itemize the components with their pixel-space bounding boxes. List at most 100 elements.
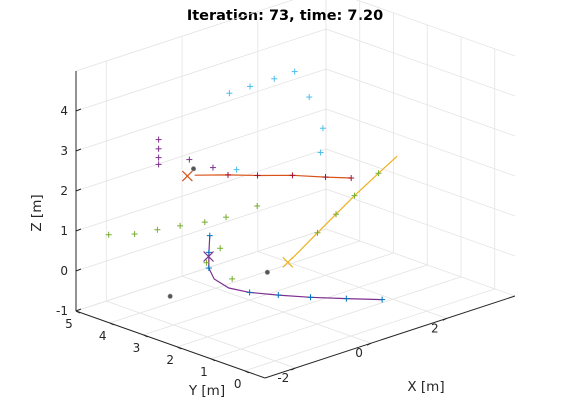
waypoint-marker <box>177 222 184 229</box>
waypoint-marker <box>105 231 112 238</box>
y-tick-mark <box>177 346 182 350</box>
waypoint-marker <box>351 192 358 199</box>
grid-line-sidewall-z <box>325 68 516 137</box>
grid-line-sidewall-z <box>325 108 516 177</box>
waypoint-marker <box>307 294 314 301</box>
y-tick-mark <box>109 322 114 326</box>
z-tick-mark <box>75 308 82 312</box>
waypoint-marker <box>225 171 232 178</box>
tick-labels: -2 0 2 0 1 2 3 4 5-1 0 1 2 3 4 <box>56 104 439 391</box>
current-position-marker <box>203 251 214 262</box>
waypoint-marker <box>131 231 138 238</box>
marker-cross-b <box>282 256 294 268</box>
waypoint-marker <box>291 68 298 75</box>
grid-line-floor-y <box>177 264 428 348</box>
grid-line-sidewall-z <box>325 148 516 217</box>
start-point-marker <box>191 166 197 172</box>
grid-line-backwall-z <box>75 188 327 272</box>
marker-cross-b <box>203 251 214 262</box>
z-tick-label: 0 <box>60 264 68 278</box>
grid-line-backwall-z <box>75 108 327 192</box>
grid-line-floor-y <box>109 240 360 324</box>
waypoint-marker <box>155 145 162 152</box>
z-tick-mark <box>75 228 82 232</box>
waypoint-marker <box>223 214 230 221</box>
chart-title: Iteration: 73, time: 7.20 <box>186 8 384 24</box>
y-tick-mark <box>75 310 81 314</box>
grid-line-sidewall-z <box>325 228 516 297</box>
grid-line-floor-x <box>257 250 447 319</box>
current-position-marker <box>282 256 294 268</box>
x-axis-line <box>264 295 516 379</box>
y-tick-mark <box>210 358 216 362</box>
z-tick-mark <box>75 268 82 272</box>
x-tick-label: -2 <box>277 371 289 385</box>
series-5 <box>105 203 261 282</box>
grid-line-backwall-z <box>75 28 327 112</box>
waypoint-marker <box>205 249 212 256</box>
series-2 <box>181 166 355 182</box>
grid-line-sidewall-z <box>325 28 516 97</box>
waypoint-marker <box>155 161 162 168</box>
trajectory-line <box>291 155 398 260</box>
y-tick-label: 0 <box>234 377 242 391</box>
grid-line-sidewall-z <box>325 188 516 257</box>
series-4 <box>226 68 326 173</box>
waypoint-marker <box>375 170 382 177</box>
y-axis-label: Y [m] <box>188 383 225 399</box>
current-position-marker <box>181 170 193 182</box>
waypoint-marker <box>246 289 253 296</box>
waypoint-marker <box>271 75 278 82</box>
waypoint-marker <box>217 245 224 252</box>
waypoint-marker <box>155 154 162 161</box>
waypoint-marker <box>289 172 296 179</box>
waypoint-marker <box>186 156 193 163</box>
x-tick-mark <box>442 317 448 321</box>
waypoint-marker <box>319 125 326 132</box>
series-6 <box>155 136 216 171</box>
waypoint-marker <box>317 149 324 156</box>
waypoint-marker <box>155 136 162 143</box>
trajectory-line <box>194 174 352 179</box>
marker-cross-b <box>181 170 193 182</box>
x-tick-label: 2 <box>431 321 439 335</box>
waypoint-marker <box>343 295 350 302</box>
grid-line-top-side <box>355 0 516 57</box>
start-point-marker <box>167 293 173 299</box>
grid-line-floor-y <box>244 288 495 372</box>
waypoint-marker <box>226 90 233 97</box>
z-tick-label: 4 <box>60 104 68 118</box>
waypoint-marker <box>201 219 208 226</box>
z-axis-label: Z [m] <box>29 194 45 231</box>
waypoint-marker <box>254 172 261 179</box>
waypoint-marker <box>254 203 261 210</box>
grid-line-top-back <box>75 0 294 72</box>
y-tick-mark <box>244 370 249 374</box>
waypoint-marker <box>333 211 340 218</box>
z-tick-label: 2 <box>60 184 68 198</box>
grid-line-floor-x <box>181 275 372 344</box>
z-tick-mark <box>75 188 82 192</box>
z-tick-mark <box>75 108 82 112</box>
grid-line-backwall-z <box>75 228 327 312</box>
waypoint-marker <box>233 166 240 173</box>
start-point-marker <box>264 269 270 275</box>
grid-line-floor-y <box>210 276 462 360</box>
waypoint-marker <box>348 175 355 182</box>
waypoint-marker <box>275 292 282 299</box>
waypoint-marker <box>247 83 254 90</box>
z-tick-label: 1 <box>60 224 68 238</box>
waypoint-marker <box>314 229 321 236</box>
x-tick-mark <box>291 367 296 371</box>
z-tick-label: 3 <box>60 144 68 158</box>
y-tick-label: 5 <box>65 317 73 331</box>
x-tick-mark <box>366 342 372 346</box>
grid-line-backwall-z <box>75 148 327 232</box>
waypoint-marker <box>379 296 386 303</box>
waypoint-marker <box>154 226 161 233</box>
trajectory-line <box>208 235 383 301</box>
x-axis-label: X [m] <box>407 379 444 395</box>
grid-line-floor-x <box>106 300 296 369</box>
y-tick-label: 4 <box>99 329 107 343</box>
